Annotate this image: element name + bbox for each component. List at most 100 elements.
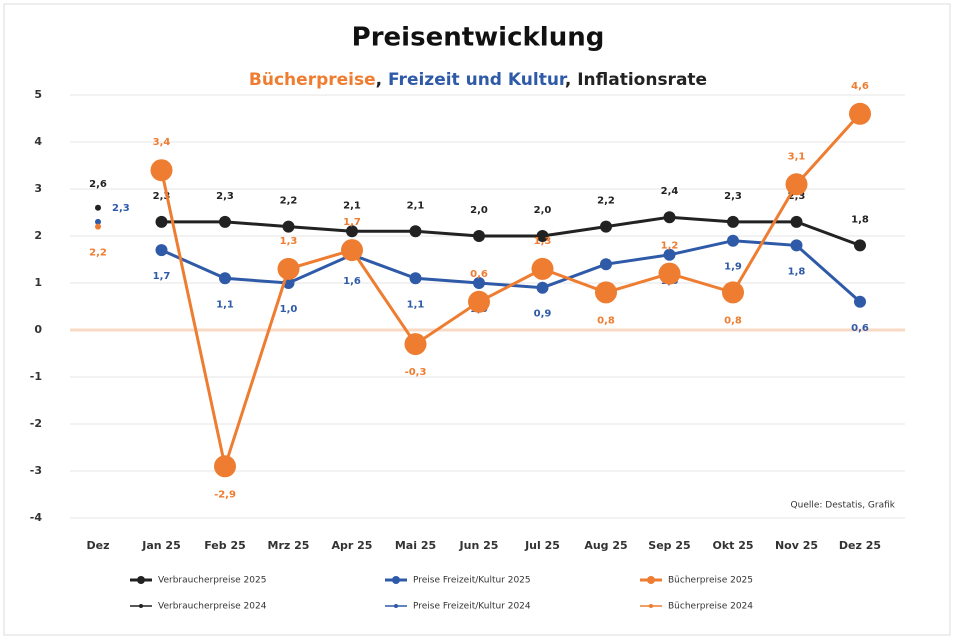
- point: [536, 230, 549, 242]
- value-label: 2,0: [470, 205, 488, 216]
- x-tick-label: Okt 25: [712, 539, 753, 552]
- point: [150, 159, 173, 182]
- value-label: 0,6: [851, 323, 869, 334]
- point: [727, 215, 739, 228]
- value-label: 1,6: [343, 276, 361, 287]
- value-label: 2,2: [280, 196, 298, 207]
- y-tick-label: 0: [34, 323, 42, 336]
- point: [282, 220, 295, 233]
- x-tick-label: Mrz 25: [268, 539, 310, 552]
- value-label: 2,2: [89, 248, 107, 259]
- value-label: 2,0: [534, 205, 552, 216]
- value-label: 1,7: [153, 271, 171, 282]
- point: [473, 230, 485, 242]
- point: [785, 173, 808, 196]
- y-tick-label: -3: [30, 464, 42, 477]
- value-label: 3,4: [153, 137, 171, 148]
- value-label: 1,1: [216, 299, 234, 310]
- x-tick-label: Jul 25: [524, 539, 560, 552]
- point: [790, 239, 803, 252]
- value-label: 0,8: [597, 315, 615, 326]
- value-label: 3,1: [788, 151, 806, 162]
- value-label: 2,3: [216, 191, 234, 202]
- point: [409, 225, 422, 238]
- point: [531, 257, 554, 280]
- point: [790, 215, 803, 228]
- legend-label: Bücherpreise 2024: [668, 602, 753, 612]
- value-label: 1,1: [407, 299, 425, 310]
- point: [409, 272, 422, 285]
- x-tick-label: Dez 25: [839, 539, 881, 552]
- value-label: 1,9: [724, 262, 742, 273]
- value-label: 0,6: [470, 269, 488, 280]
- value-label: 2,3: [788, 191, 806, 202]
- x-tick-label: Sep 25: [648, 539, 690, 552]
- y-tick-label: 3: [34, 182, 42, 195]
- value-label: 1,3: [280, 236, 298, 247]
- point: [600, 220, 612, 233]
- y-tick-label: 5: [34, 88, 42, 101]
- value-label: 1,7: [343, 217, 361, 228]
- value-label: 0,8: [724, 315, 742, 326]
- legend-marker: [394, 604, 398, 608]
- value-label: 1,2: [661, 241, 679, 252]
- point: [95, 218, 101, 225]
- legend-label: Preise Freizeit/Kultur 2025: [413, 576, 531, 586]
- y-tick-label: -2: [30, 417, 42, 430]
- point: [341, 239, 363, 262]
- value-label: 1,8: [851, 214, 869, 225]
- x-tick-label: Mai 25: [395, 539, 436, 552]
- point: [277, 257, 300, 280]
- legend-marker: [392, 576, 400, 584]
- legend-label: Preise Freizeit/Kultur 2024: [413, 602, 531, 612]
- value-label: 2,4: [661, 186, 679, 197]
- x-tick-label: Feb 25: [204, 539, 246, 552]
- subtitle-part: Inflationsrate: [577, 70, 707, 90]
- value-label: 1,8: [788, 266, 806, 277]
- point: [473, 277, 485, 289]
- value-label: 0,9: [534, 309, 552, 320]
- value-label: 2,3: [153, 191, 171, 202]
- point: [600, 258, 612, 271]
- point: [155, 215, 168, 228]
- value-label: 2,6: [89, 179, 107, 190]
- value-label: -0,3: [405, 367, 427, 378]
- x-tick-label: Jun 25: [459, 539, 499, 552]
- point: [155, 244, 168, 257]
- value-label: 2,1: [343, 200, 361, 211]
- value-label: -2,9: [214, 489, 236, 500]
- point: [595, 281, 617, 304]
- x-tick-label: Aug 25: [584, 539, 627, 552]
- point: [219, 215, 231, 228]
- series-line: [160, 112, 862, 473]
- x-tick-label: Nov 25: [775, 539, 818, 552]
- value-label: 2,2: [597, 196, 615, 207]
- legend-marker: [139, 604, 143, 608]
- y-tick-label: 2: [34, 229, 42, 242]
- subtitle-part: Freizeit und Kultur: [388, 70, 568, 90]
- legend-marker: [137, 576, 145, 584]
- point: [722, 281, 744, 304]
- x-tick-label: Apr 25: [332, 539, 373, 552]
- value-label: 1,0: [280, 304, 298, 315]
- legend-label: Bücherpreise 2025: [668, 576, 753, 586]
- series-line: [161, 215, 861, 247]
- legend-label: Verbraucherpreise 2024: [158, 602, 267, 612]
- point: [663, 248, 676, 261]
- point: [849, 102, 871, 125]
- y-tick-label: -4: [30, 511, 43, 524]
- value-label: 2,1: [407, 200, 425, 211]
- point: [658, 262, 681, 285]
- point: [214, 455, 236, 478]
- value-label: 1,3: [534, 236, 552, 247]
- chart-title: Preisentwicklung: [352, 23, 605, 53]
- x-tick-label: Dez: [87, 539, 110, 552]
- value-label: 2,3: [112, 203, 130, 214]
- point: [727, 234, 739, 247]
- point: [219, 272, 231, 285]
- x-tick-label: Jan 25: [141, 539, 180, 552]
- chart-frame: [3, 3, 951, 636]
- y-tick-label: -1: [30, 370, 42, 383]
- point: [95, 223, 101, 230]
